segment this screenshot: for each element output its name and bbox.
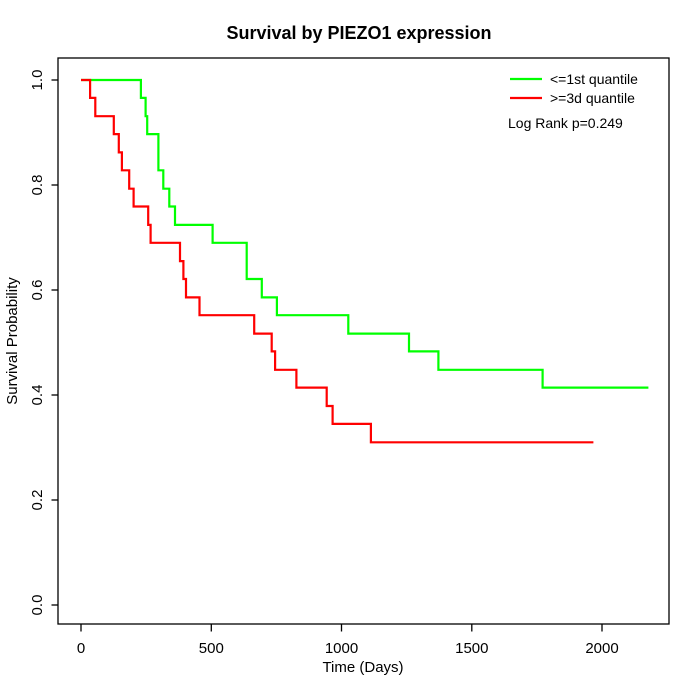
x-axis-ticks: 0 500 1000 1500 2000 [77, 624, 619, 657]
y-tick-label: 0.2 [29, 490, 46, 511]
y-axis-title: Survival Probability [4, 277, 21, 405]
legend-label-high-expression: >=3d quantile [550, 90, 635, 106]
y-tick-label: 1.0 [29, 70, 46, 91]
log-rank-p-value: Log Rank p=0.249 [508, 115, 623, 131]
y-tick-label: 0.0 [29, 595, 46, 616]
survival-curves [81, 78, 649, 444]
x-tick-label: 500 [199, 640, 224, 657]
x-tick-label: 1500 [455, 640, 488, 657]
plot-box [57, 57, 670, 625]
x-axis-title: Time (Days) [322, 659, 403, 676]
legend: <=1st quantile >=3d quantile Log Rank p=… [508, 71, 638, 131]
chart-title: Survival by PIEZO1 expression [226, 23, 491, 43]
legend-label-low-expression: <=1st quantile [550, 71, 638, 87]
x-tick-label: 0 [77, 640, 85, 657]
survival-curve-low-expression [81, 78, 649, 389]
x-tick-label: 2000 [585, 640, 618, 657]
x-tick-label: 1000 [325, 640, 358, 657]
y-tick-label: 0.4 [29, 385, 46, 406]
y-axis-ticks: 0.0 0.2 0.4 0.6 0.8 1.0 [29, 70, 58, 616]
survival-curve-high-expression [81, 78, 594, 444]
y-tick-label: 0.6 [29, 280, 46, 301]
y-tick-label: 0.8 [29, 175, 46, 196]
